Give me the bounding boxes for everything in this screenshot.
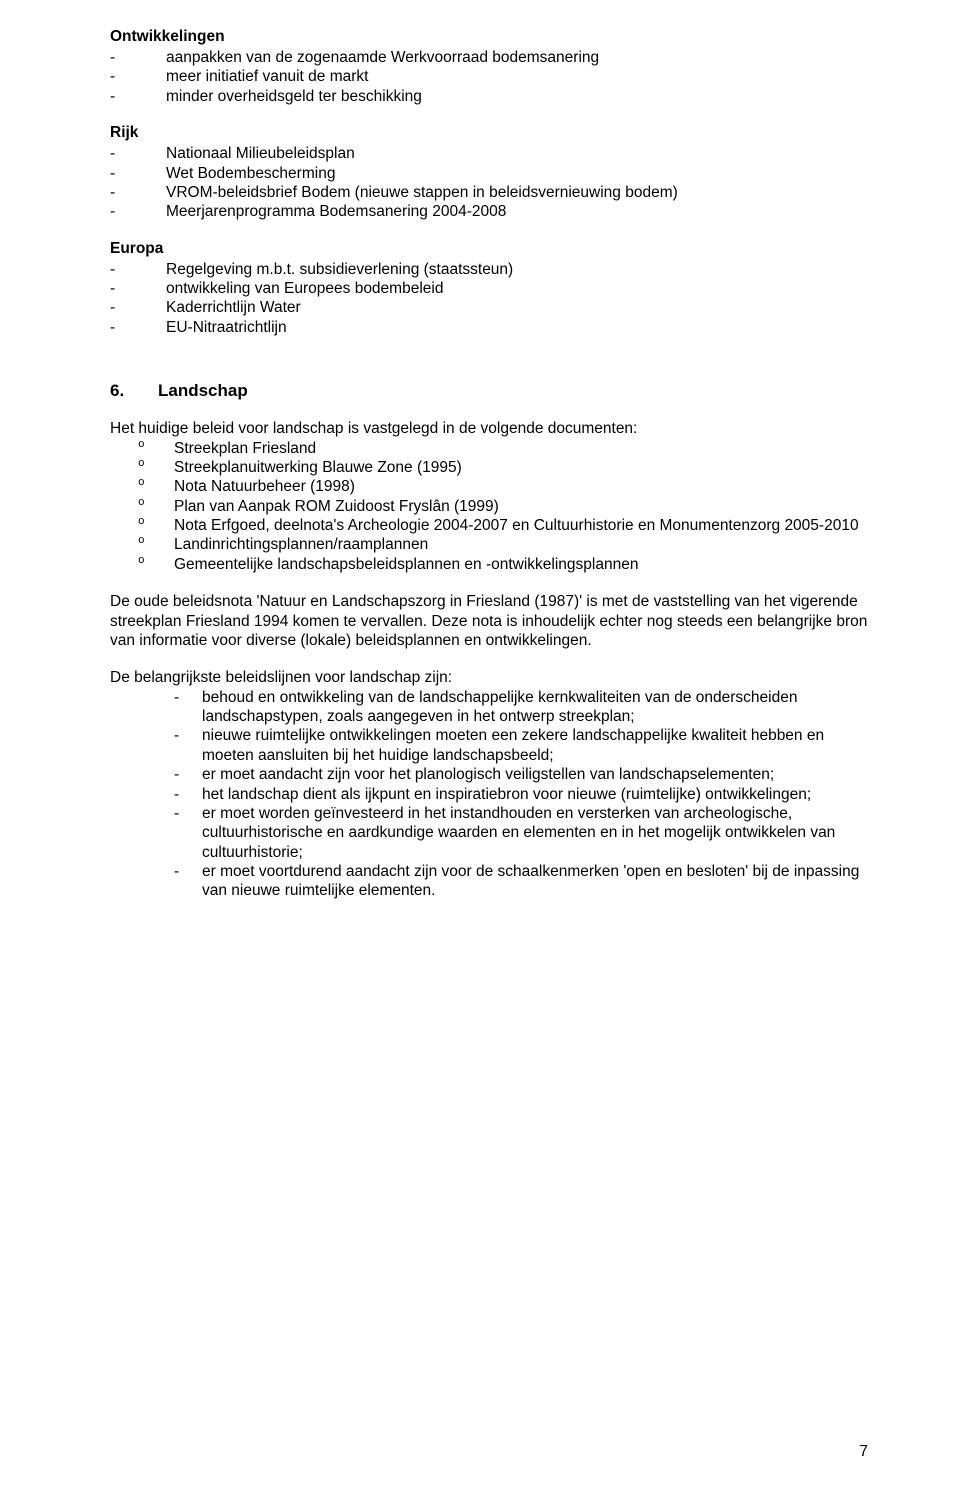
list-item: Nationaal Milieubeleidsplan — [110, 144, 868, 163]
list-item: er moet voortdurend aandacht zijn voor d… — [110, 862, 868, 901]
list-item: Streekplanuitwerking Blauwe Zone (1995) — [110, 458, 868, 477]
list-item: aanpakken van de zogenaamde Werkvoorraad… — [110, 48, 868, 67]
ontwikkelingen-list: aanpakken van de zogenaamde Werkvoorraad… — [110, 48, 868, 106]
section-6-title: Landschap — [158, 381, 248, 400]
section-6-doc-list: Streekplan Friesland Streekplanuitwerkin… — [110, 439, 868, 575]
rijk-heading: Rijk — [110, 124, 868, 142]
list-item: minder overheidsgeld ter beschikking — [110, 87, 868, 106]
page-number: 7 — [859, 1443, 868, 1461]
list-item: VROM-beleidsbrief Bodem (nieuwe stappen … — [110, 183, 868, 202]
list-item: Plan van Aanpak ROM Zuidoost Fryslân (19… — [110, 497, 868, 516]
list-item: Nota Erfgoed, deelnota's Archeologie 200… — [110, 516, 868, 535]
rijk-list: Nationaal Milieubeleidsplan Wet Bodembes… — [110, 144, 868, 222]
section-6-lines-intro: De belangrijkste beleidslijnen voor land… — [110, 668, 868, 687]
section-6-number: 6. — [110, 381, 158, 401]
list-item: behoud en ontwikkeling van de landschapp… — [110, 688, 868, 727]
list-item: er moet worden geïnvesteerd in het insta… — [110, 804, 868, 862]
list-item: het landschap dient als ijkpunt en inspi… — [110, 785, 868, 804]
list-item: meer initiatief vanuit de markt — [110, 67, 868, 86]
list-item: Meerjarenprogramma Bodemsanering 2004-20… — [110, 202, 868, 221]
europa-heading: Europa — [110, 240, 868, 258]
ontwikkelingen-heading: Ontwikkelingen — [110, 28, 868, 46]
section-6-intro: Het huidige beleid voor landschap is vas… — [110, 419, 868, 438]
list-item: EU-Nitraatrichtlijn — [110, 318, 868, 337]
section-6-heading: 6.Landschap — [110, 381, 868, 401]
list-item: ontwikkeling van Europees bodembeleid — [110, 279, 868, 298]
list-item: nieuwe ruimtelijke ontwikkelingen moeten… — [110, 726, 868, 765]
list-item: Kaderrichtlijn Water — [110, 298, 868, 317]
europa-list: Regelgeving m.b.t. subsidieverlening (st… — [110, 260, 868, 338]
list-item: Landinrichtingsplannen/raamplannen — [110, 535, 868, 554]
list-item: Gemeentelijke landschapsbeleidsplannen e… — [110, 555, 868, 574]
list-item: er moet aandacht zijn voor het planologi… — [110, 765, 868, 784]
section-6-lines-list: behoud en ontwikkeling van de landschapp… — [110, 688, 868, 901]
page-container: Ontwikkelingen aanpakken van de zogenaam… — [0, 0, 960, 1487]
section-6-para1: De oude beleidsnota 'Natuur en Landschap… — [110, 592, 868, 650]
list-item: Wet Bodembescherming — [110, 164, 868, 183]
list-item: Streekplan Friesland — [110, 439, 868, 458]
list-item: Nota Natuurbeheer (1998) — [110, 477, 868, 496]
list-item: Regelgeving m.b.t. subsidieverlening (st… — [110, 260, 868, 279]
